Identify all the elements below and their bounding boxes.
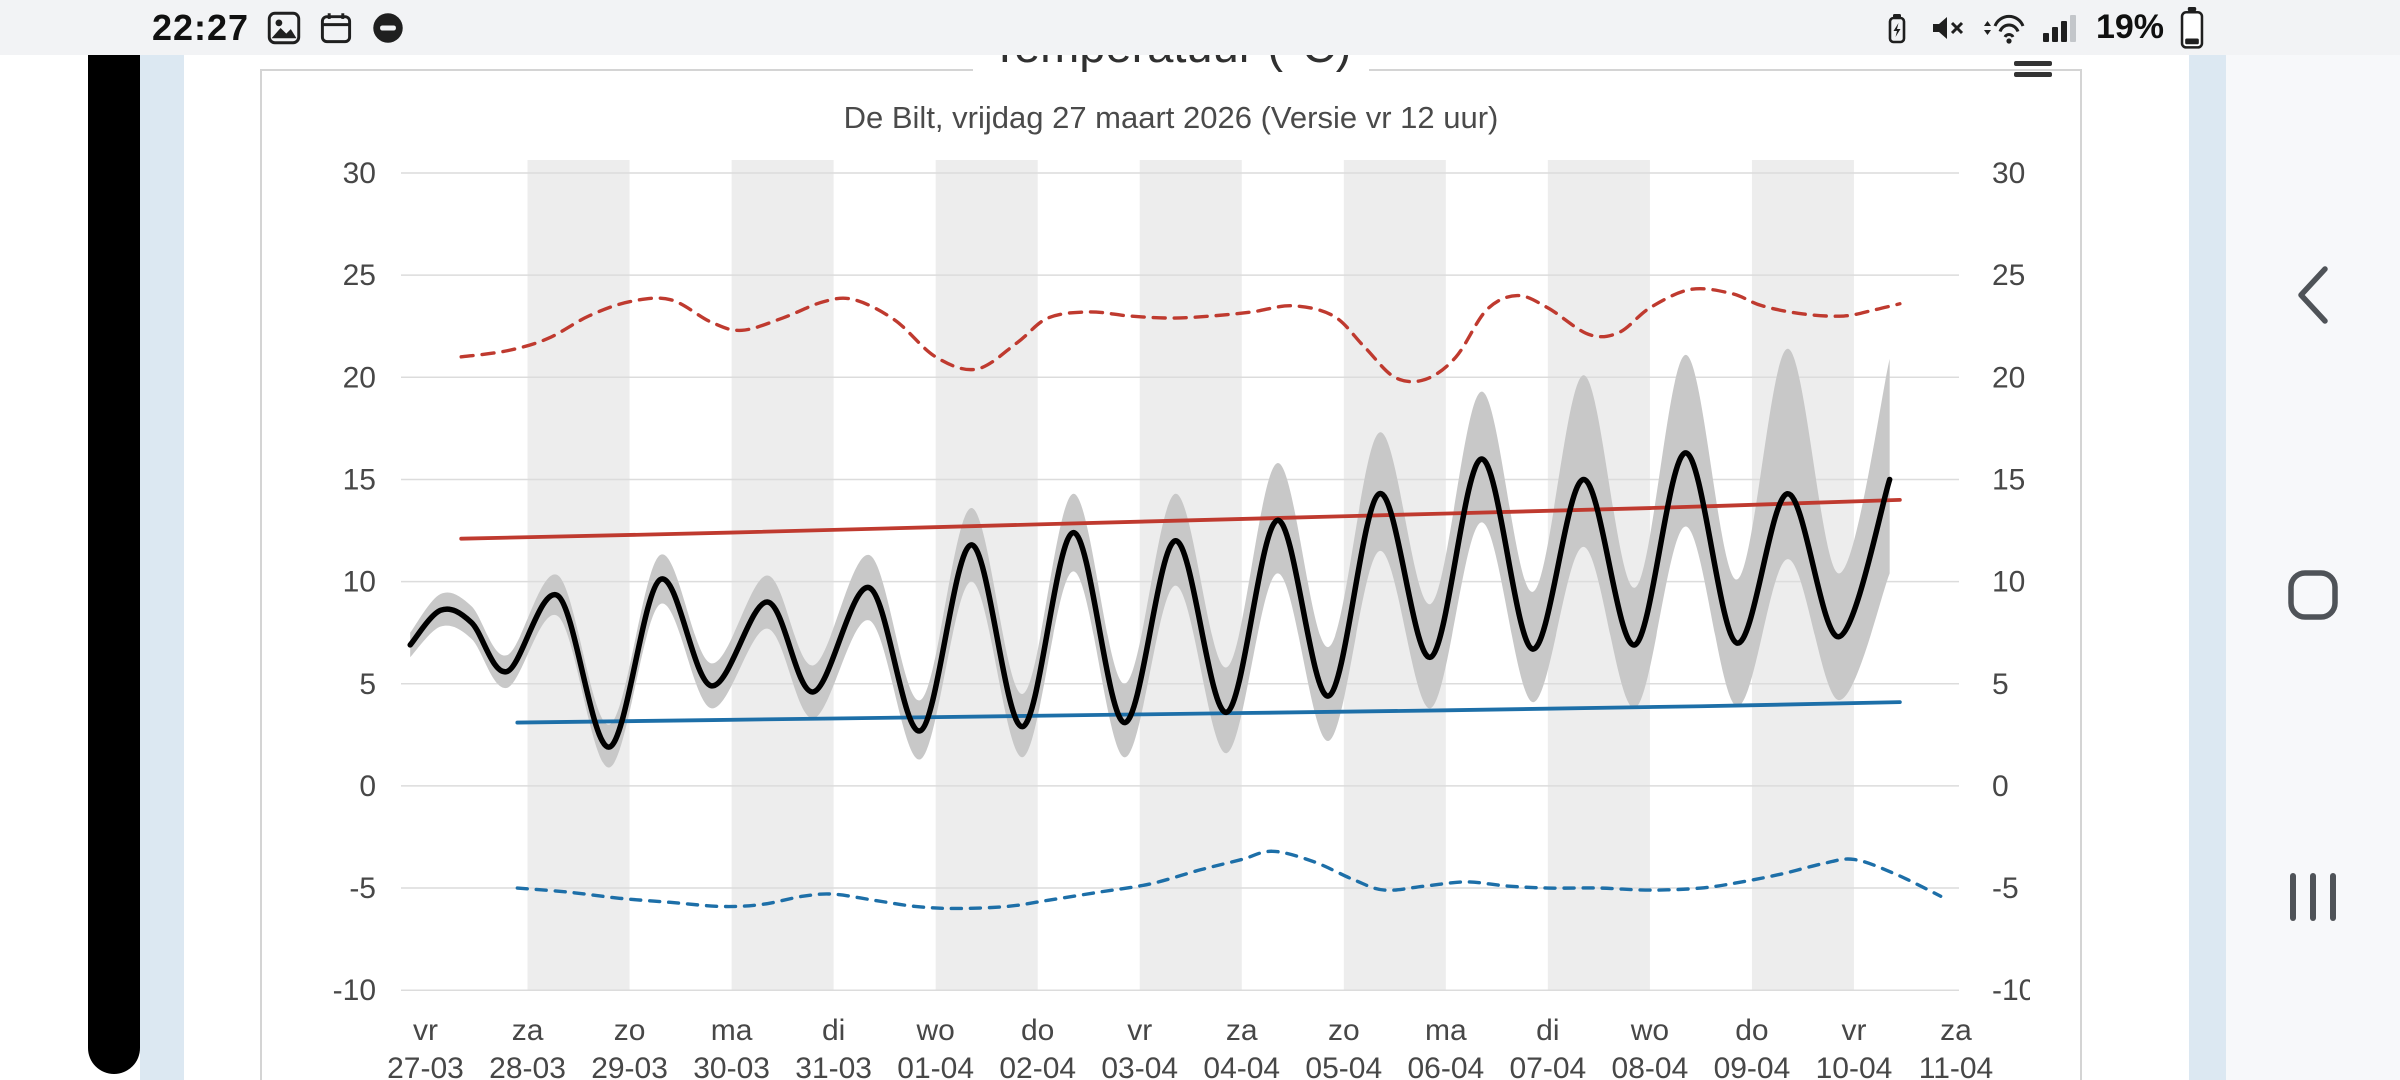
battery-icon [2180, 6, 2204, 49]
uncertainty-band [410, 348, 1890, 768]
do-not-disturb-icon [371, 11, 405, 45]
y-tick-label-right: 0 [1992, 770, 2009, 803]
back-icon [2293, 264, 2333, 331]
y-tick-label-right: 5 [1992, 668, 2009, 701]
y-tick-label-right: -5 [1992, 872, 2019, 905]
y-tick-label-right: 20 [1992, 361, 2025, 394]
series-red-dashed-upper [459, 287, 1902, 384]
recents-button[interactable] [2226, 870, 2400, 929]
y-tick-label-left: -5 [349, 872, 376, 905]
x-tick-date: 10-04 [1816, 1052, 1893, 1080]
x-tick-day: vr [1127, 1014, 1152, 1047]
x-tick-day: di [1536, 1014, 1559, 1047]
x-tick-date: 04-04 [1203, 1052, 1280, 1080]
camera-cutout-bar [88, 6, 140, 1074]
y-tick-label-left: 25 [343, 259, 376, 292]
x-tick-date: 07-04 [1509, 1052, 1586, 1080]
status-time: 22:27 [152, 6, 250, 48]
y-tick-label-right: -10 [1992, 974, 2030, 1007]
series-red-solid-normal-max [459, 497, 1902, 541]
y-axis-labels: 30 30 25 25 20 20 15 15 10 10 5 5 0 0 -5 -5 -10 -10 [333, 157, 2030, 1007]
y-tick-label-left: 20 [343, 361, 376, 394]
x-tick-day: wo [915, 1014, 954, 1047]
x-tick-date: 31-03 [795, 1052, 872, 1080]
battery-charging-icon [1880, 11, 1914, 45]
x-tick-date: 08-04 [1612, 1052, 1689, 1080]
x-tick-day: zo [1328, 1014, 1360, 1047]
x-tick-date: 09-04 [1714, 1052, 1791, 1080]
day-stripe [527, 160, 630, 991]
y-tick-label-left: 10 [343, 566, 376, 599]
mute-icon [1930, 11, 1966, 45]
x-tick-date: 27-03 [387, 1052, 464, 1080]
x-tick-date: 06-04 [1407, 1052, 1484, 1080]
x-tick-day: do [1021, 1014, 1054, 1047]
x-tick-day: wo [1630, 1014, 1669, 1047]
y-tick-label-right: 30 [1992, 157, 2025, 190]
y-tick-label-left: 30 [343, 157, 376, 190]
x-tick-date: 28-03 [489, 1052, 566, 1080]
x-tick-day: do [1735, 1014, 1768, 1047]
y-tick-label-left: 15 [343, 463, 376, 496]
y-tick-label-left: -10 [333, 974, 376, 1007]
series-blue-solid-normal-min [515, 700, 1902, 725]
y-tick-label-left: 0 [359, 770, 376, 803]
x-tick-day: zo [614, 1014, 646, 1047]
status-bar: 22:27 19% [0, 0, 2400, 55]
y-tick-label-right: 15 [1992, 463, 2025, 496]
x-tick-date: 05-04 [1305, 1052, 1382, 1080]
y-tick-label-right: 25 [1992, 259, 2025, 292]
x-tick-date: 02-04 [999, 1052, 1076, 1080]
calendar-icon [319, 11, 353, 45]
x-tick-date: 30-03 [693, 1052, 770, 1080]
temperature-plume-chart: 30 30 25 25 20 20 15 15 10 10 5 5 0 0 -5 -5 -10 -10 vr 27-0… [333, 157, 2030, 1080]
home-icon [2287, 569, 2339, 626]
series-ensemble-mean [407, 450, 1893, 750]
x-tick-day: ma [1425, 1014, 1467, 1047]
x-tick-day: di [822, 1014, 845, 1047]
navigation-bar [2226, 55, 2400, 1080]
signal-strength-icon [2042, 11, 2080, 45]
x-tick-date: 29-03 [591, 1052, 668, 1080]
gallery-icon [267, 11, 301, 45]
x-tick-day: za [512, 1014, 544, 1047]
y-tick-label-right: 10 [1992, 566, 2025, 599]
x-tick-date: 03-04 [1101, 1052, 1178, 1080]
series-blue-dashed-lower [515, 849, 1943, 911]
x-tick-day: ma [711, 1014, 753, 1047]
recents-icon [2286, 870, 2340, 929]
chart-subtitle: De Bilt, vrijdag 27 maart 2026 (Versie v… [843, 100, 1499, 135]
back-button[interactable] [2226, 264, 2400, 331]
x-axis-labels: vr 27-03 za 28-03 zo 29-03 ma 30-03 di 31-03 wo 01-… [387, 1014, 1993, 1080]
x-tick-day: vr [413, 1014, 438, 1047]
wifi-icon [1982, 10, 2026, 46]
x-tick-date: 01-04 [897, 1052, 974, 1080]
battery-percent: 19% [2095, 8, 2164, 46]
x-tick-day: vr [1841, 1014, 1866, 1047]
home-button[interactable] [2226, 569, 2400, 626]
day-stripe [731, 160, 834, 991]
x-tick-day: za [1226, 1014, 1258, 1047]
x-tick-day: za [1940, 1014, 1972, 1047]
y-tick-label-left: 5 [359, 668, 376, 701]
x-tick-date: 11-04 [1919, 1052, 1994, 1080]
